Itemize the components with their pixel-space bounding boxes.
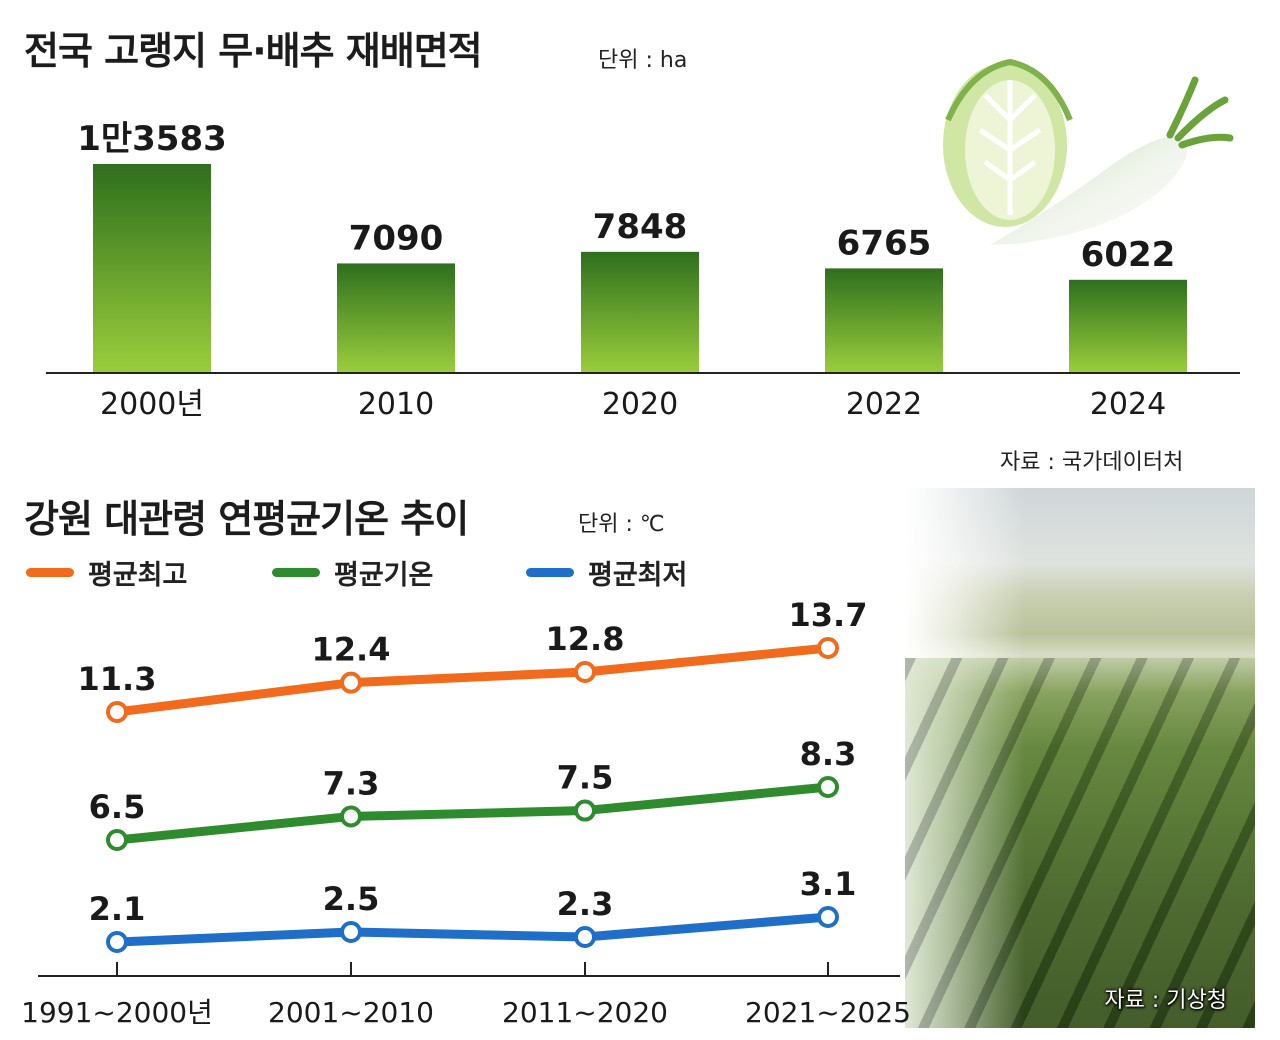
chart2-title: 강원 대관령 연평균기온 추이 [24,497,469,541]
bar-value-label: 7090 [349,218,444,258]
x-tick-label: 2000년 [100,387,204,422]
data-point [340,671,362,694]
series-line-0 [112,643,833,717]
legend-swatch-min [526,568,574,577]
bar-value-label: 6765 [837,223,932,263]
x-tick-label: 2020 [602,387,678,422]
data-value-label: 11.3 [78,660,157,698]
data-value-label: 6.5 [89,788,146,826]
chart1-source: 자료 : 국가데이터처 [1000,450,1184,475]
series-line-1 [112,782,833,845]
legend-swatch-max [26,568,74,577]
x-tick-label: 1991~2000년 [21,996,213,1029]
bar-value-label: 7848 [593,207,688,247]
data-point [817,637,839,659]
data-value-label: 7.5 [557,759,614,797]
data-point [574,661,596,683]
data-point [574,926,596,948]
legend-swatch-avg [272,568,320,577]
bar-value-label: 1만3583 [77,119,227,159]
x-tick-label: 2024 [1090,387,1166,422]
legend-item-max: 평균최고 [26,553,187,592]
bar-3 [825,268,943,372]
data-value-label: 3.1 [800,865,857,903]
data-value-label: 12.8 [546,620,625,658]
bar-4 [1069,279,1187,372]
chart1-svg: 1만3583 2000년 7090 2010 7848 2020 6765 2022 6022 2… [46,119,1240,422]
data-value-label: 12.4 [312,631,391,669]
data-point [574,799,596,822]
data-value-label: 2.1 [89,890,146,928]
data-value-label: 2.5 [323,880,380,918]
bar-2 [581,251,699,372]
chart2-source: 자료 : 기상청 [1104,988,1227,1013]
data-point [106,931,128,953]
x-tick-label: 2011~2020 [502,996,668,1029]
chart2-unit: 단위 : ℃ [578,512,665,537]
data-point [106,829,128,851]
data-point [817,906,839,928]
series-line-2 [112,912,833,947]
bar-0 [93,164,211,372]
data-value-label: 13.7 [789,596,868,634]
data-point [817,776,839,798]
data-value-label: 2.3 [557,885,614,923]
data-point [340,805,362,828]
chart1-unit: 단위 : ha [598,48,688,73]
cabbage-field-photo: 자료 : 기상청 [905,488,1255,1028]
legend-item-avg: 평균기온 [272,553,433,592]
data-value-label: 7.3 [323,764,380,802]
chart1-title: 전국 고랭지 무·배추 재배면적 [24,29,483,73]
bar-value-label: 6022 [1081,235,1176,275]
bar-1 [337,263,455,372]
legend-label-max: 평균최고 [88,560,188,591]
x-tick-label: 2021~2025 [745,996,911,1029]
data-point [340,921,362,943]
legend-item-min: 평균최저 [526,553,687,592]
data-point [106,701,128,723]
data-value-label: 8.3 [800,735,857,773]
x-tick-label: 2010 [358,387,434,422]
x-tick-label: 2001~2010 [268,996,434,1029]
cabbage-radish-illustration [943,58,1234,245]
legend-label-min: 평균최저 [588,560,688,591]
legend-label-avg: 평균기온 [334,560,434,591]
field-rows [905,658,1255,1028]
x-tick-label: 2022 [846,387,922,422]
